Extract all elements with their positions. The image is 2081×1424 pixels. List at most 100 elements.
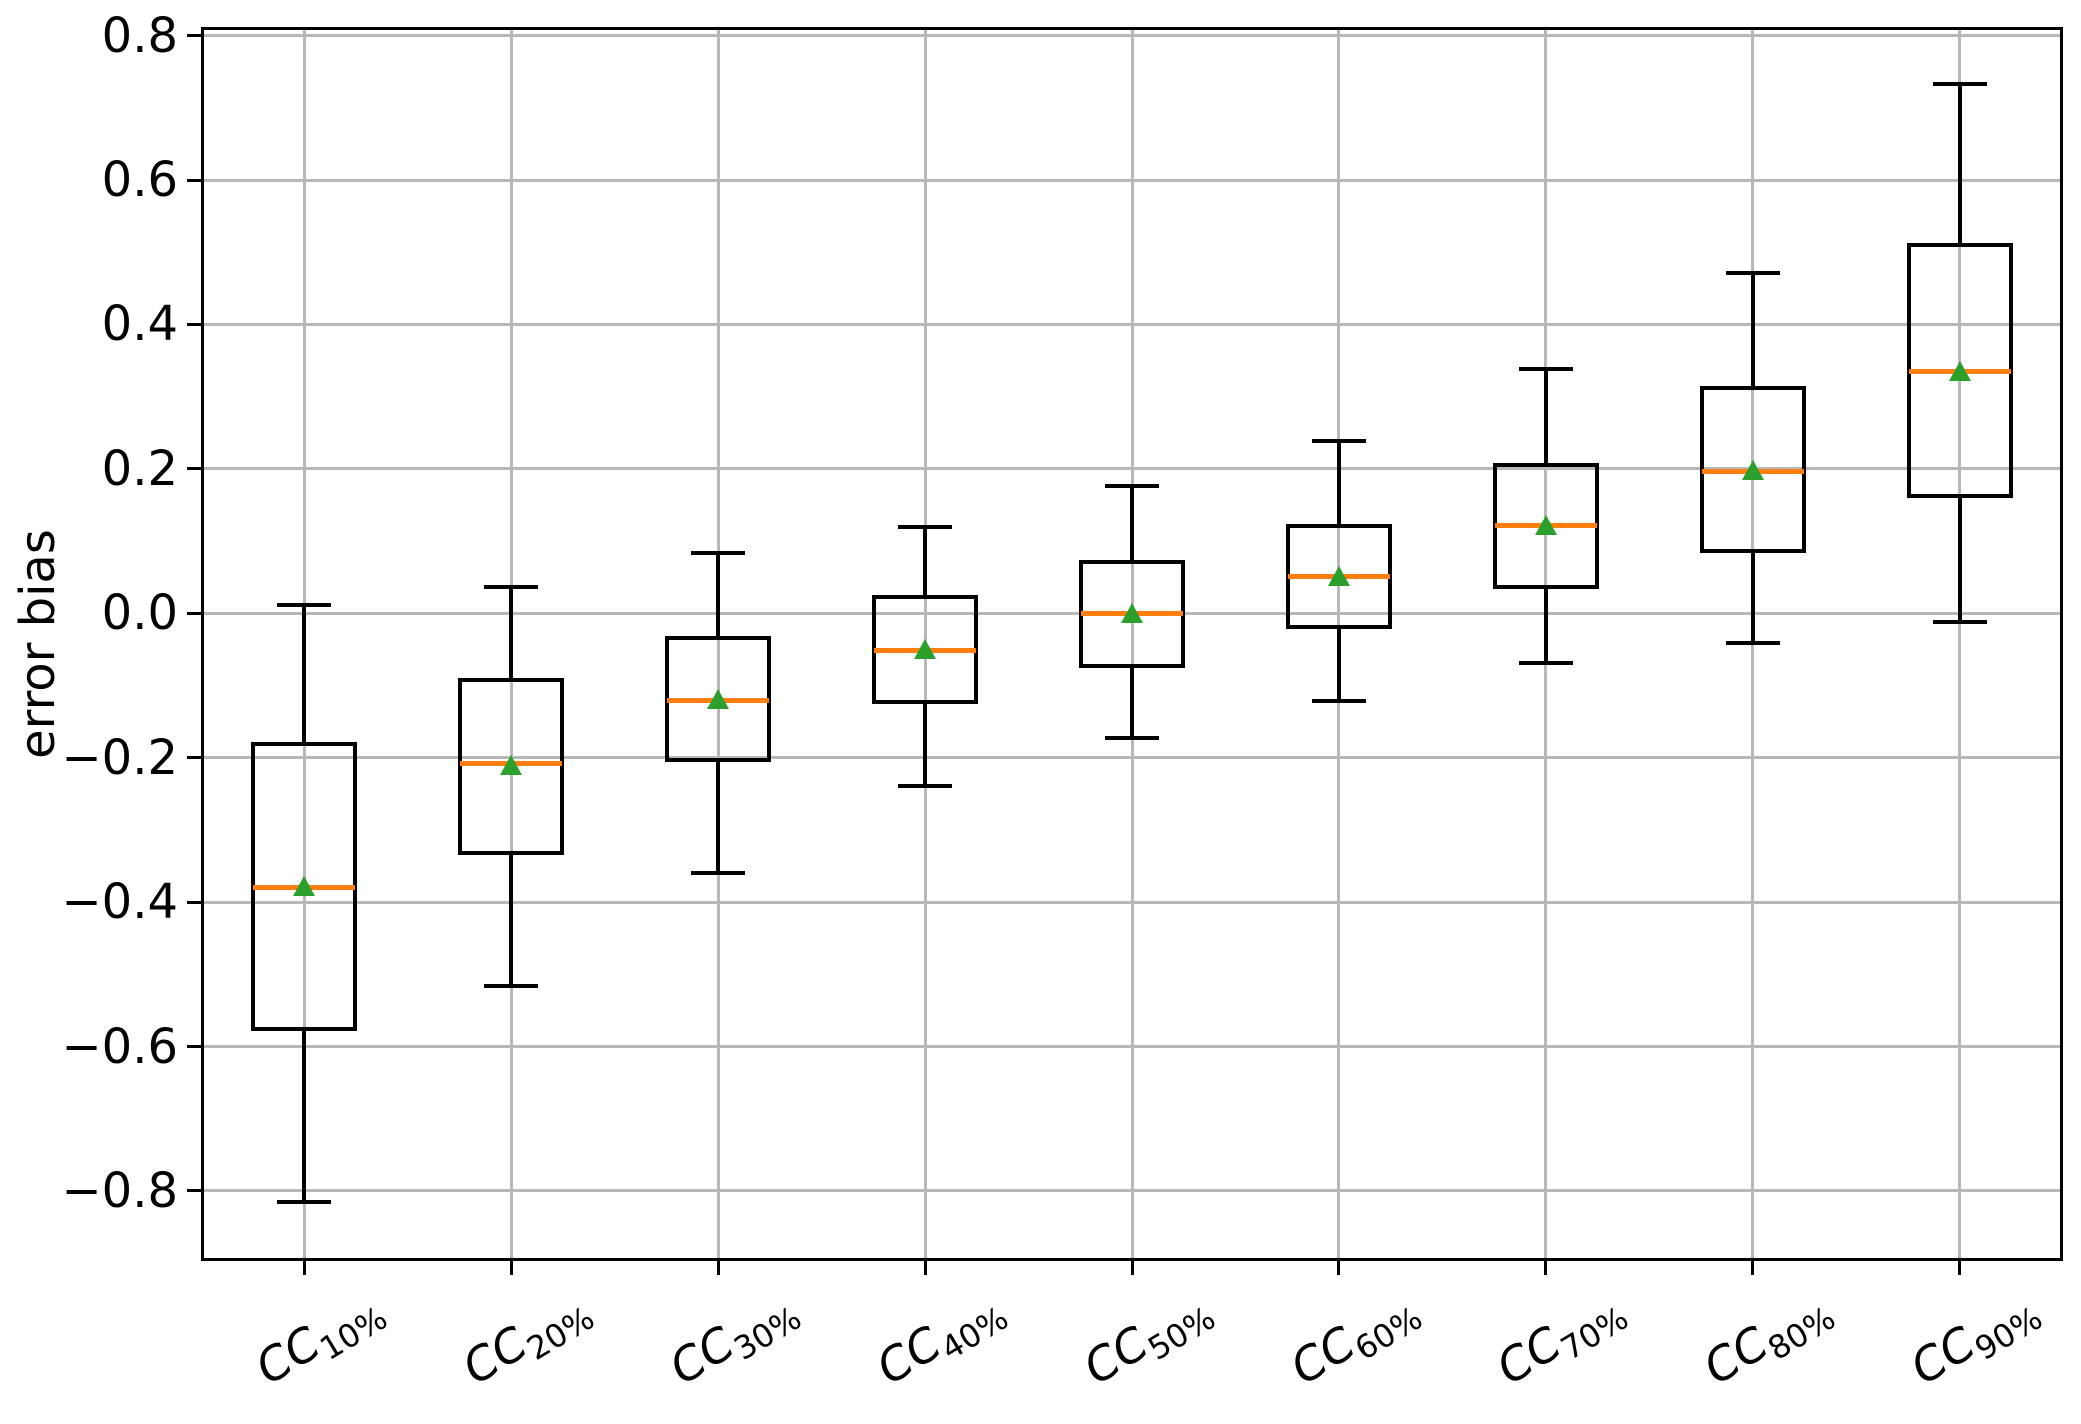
y-tick-mark (187, 900, 201, 904)
y-tick-mark (187, 1189, 201, 1193)
x-tick-label-prefix: CC (246, 1315, 330, 1396)
y-tick-label: −0.8 (61, 1162, 178, 1219)
x-tick-label: CC70% (1487, 1279, 1635, 1396)
x-tick-label-subscript: 90% (1968, 1298, 2049, 1368)
x-tick-mark (1751, 1261, 1755, 1275)
whisker-cap-high (691, 550, 746, 555)
plot-area (201, 27, 2063, 1261)
x-tick-mark (1130, 1261, 1134, 1275)
whisker-upper (1957, 84, 1962, 243)
whisker-cap-low (1518, 661, 1573, 666)
whisker-cap-low (1725, 640, 1780, 645)
whisker-upper (509, 587, 514, 679)
x-grid-line (1130, 30, 1134, 1258)
whisker-lower (302, 1030, 307, 1202)
y-tick-label: −0.4 (61, 874, 178, 931)
x-tick-label-prefix: CC (1694, 1315, 1778, 1396)
y-tick-mark (187, 178, 201, 182)
x-tick-label: CC90% (1901, 1279, 2049, 1396)
y-tick-mark (187, 1045, 201, 1049)
whisker-cap-high (1518, 366, 1573, 371)
x-tick-label-prefix: CC (1487, 1315, 1571, 1396)
whisker-upper (716, 552, 721, 636)
x-tick-label-prefix: CC (1280, 1315, 1364, 1396)
y-tick-mark (187, 611, 201, 615)
whisker-upper (302, 604, 307, 742)
whisker-cap-high (1311, 438, 1366, 443)
whisker-cap-high (277, 602, 332, 607)
whisker-cap-low (277, 1199, 332, 1204)
whisker-lower (716, 762, 721, 874)
mean-marker (500, 754, 523, 775)
whisker-cap-high (484, 585, 539, 590)
whisker-upper (1750, 273, 1755, 386)
x-grid-line (716, 30, 720, 1258)
x-tick-mark (1958, 1261, 1962, 1275)
x-tick-label: CC10% (246, 1279, 393, 1396)
x-tick-label-subscript: 80% (1761, 1298, 1843, 1368)
mean-marker (1121, 602, 1143, 623)
x-tick-label-prefix: CC (453, 1315, 537, 1396)
x-tick-label: CC50% (1073, 1279, 1221, 1396)
x-tick-label-prefix: CC (1901, 1315, 1985, 1396)
x-tick-label: CC60% (1280, 1279, 1428, 1396)
mean-marker (1534, 515, 1557, 536)
whisker-upper (923, 526, 928, 596)
y-tick-label: −0.2 (61, 729, 178, 786)
mean-marker (914, 639, 937, 660)
x-tick-mark (1544, 1261, 1548, 1275)
whisker-cap-low (1932, 619, 1987, 624)
whisker-cap-high (1725, 271, 1780, 276)
x-tick-label: CC20% (453, 1279, 600, 1396)
y-axis-label: error bias (10, 529, 66, 759)
x-grid-line (1958, 30, 1962, 1258)
x-tick-mark (1337, 1261, 1341, 1275)
whisker-upper (1336, 440, 1341, 525)
whisker-lower (1336, 629, 1341, 702)
whisker-cap-low (898, 783, 953, 788)
y-tick-mark (187, 756, 201, 760)
y-tick-label: 0.6 (101, 152, 178, 209)
y-tick-mark (187, 34, 201, 38)
whisker-cap-high (1105, 484, 1159, 489)
y-tick-label: 0.4 (101, 296, 178, 353)
x-tick-label: CC30% (660, 1279, 807, 1396)
x-tick-label: CC80% (1694, 1279, 1842, 1396)
y-tick-label: 0.0 (101, 585, 178, 642)
x-tick-label-prefix: CC (1073, 1315, 1157, 1396)
x-tick-label-subscript: 70% (1554, 1298, 1636, 1368)
x-tick-label-subscript: 10% (313, 1298, 394, 1368)
mean-marker (293, 876, 316, 897)
mean-marker (707, 689, 730, 710)
x-tick-mark (716, 1261, 720, 1275)
whisker-lower (923, 704, 928, 786)
mean-marker (1327, 566, 1350, 587)
whisker-lower (509, 855, 514, 986)
whisker-cap-low (484, 983, 539, 988)
x-tick-mark (923, 1261, 927, 1275)
whisker-lower (1750, 552, 1755, 643)
whisker-cap-low (1105, 736, 1159, 741)
mean-marker (1948, 360, 1971, 381)
y-tick-label: −0.6 (61, 1018, 178, 1075)
box-plot-box (458, 678, 565, 856)
y-tick-mark (187, 322, 201, 326)
whisker-cap-high (898, 524, 953, 529)
whisker-upper (1543, 368, 1548, 464)
whisker-upper (1130, 486, 1134, 560)
y-tick-label: 0.8 (101, 7, 178, 64)
x-tick-mark (302, 1261, 306, 1275)
whisker-cap-low (1311, 699, 1366, 704)
x-tick-label-prefix: CC (660, 1315, 744, 1396)
whisker-cap-high (1932, 82, 1987, 87)
x-tick-label-prefix: CC (867, 1315, 950, 1396)
whisker-cap-low (691, 871, 746, 876)
mean-marker (1741, 460, 1764, 481)
whisker-lower (1957, 497, 1962, 622)
y-tick-label: 0.2 (101, 440, 178, 497)
whisker-lower (1130, 668, 1134, 739)
x-tick-mark (509, 1261, 513, 1275)
y-tick-mark (187, 467, 201, 471)
x-tick-label: CC40% (867, 1279, 1014, 1396)
